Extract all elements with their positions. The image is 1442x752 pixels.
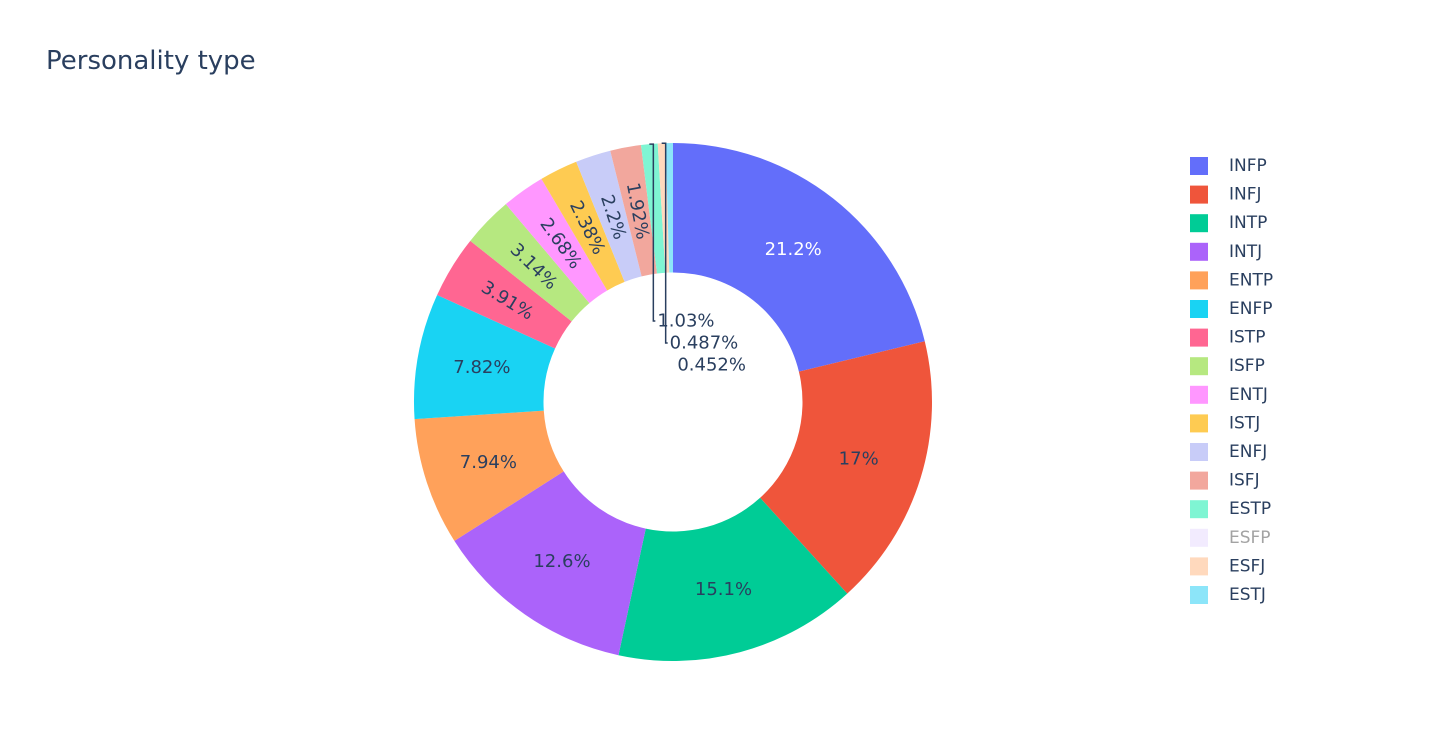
slice-istp[interactable] — [437, 240, 572, 349]
legend-label: INTJ — [1229, 242, 1262, 262]
donut-slices — [413, 143, 933, 661]
legend-swatch — [1190, 157, 1208, 175]
legend-label: ISTJ — [1229, 413, 1260, 433]
legend-item-estj[interactable]: ESTJ — [1190, 585, 1266, 605]
legend-item-isfj[interactable]: ISFJ — [1190, 471, 1260, 491]
slice-label-enfp: 7.82% — [453, 357, 510, 378]
legend-label: ISFP — [1229, 356, 1265, 376]
slice-enfp[interactable] — [413, 295, 556, 420]
legend-item-istp[interactable]: ISTP — [1190, 328, 1265, 348]
slice-intp[interactable] — [618, 497, 848, 661]
legend-item-enfp[interactable]: ENFP — [1190, 299, 1273, 319]
legend-swatch — [1190, 242, 1208, 261]
legend-swatch — [1190, 328, 1208, 347]
legend-swatch — [1190, 385, 1208, 404]
legend-swatch — [1190, 414, 1208, 433]
legend-item-esfp[interactable]: ESFP — [1190, 528, 1271, 548]
legend-item-intj[interactable]: INTJ — [1190, 242, 1262, 262]
legend-item-istj[interactable]: ISTJ — [1190, 413, 1260, 433]
legend-item-isfp[interactable]: ISFP — [1190, 356, 1265, 376]
slice-infp[interactable] — [673, 143, 925, 372]
legend-label: ESFP — [1229, 528, 1271, 548]
legend-swatch — [1190, 300, 1208, 318]
legend-label: ENTP — [1229, 270, 1273, 290]
legend-swatch — [1190, 214, 1208, 233]
chart-title: Personality type — [46, 46, 256, 76]
legend-item-infp[interactable]: INFP — [1190, 156, 1267, 176]
slice-entp[interactable] — [414, 410, 564, 541]
legend-item-intp[interactable]: INTP — [1190, 213, 1267, 233]
legend-label: INTP — [1229, 213, 1267, 233]
legend-label: ESTJ — [1229, 585, 1266, 605]
slice-label-intj: 12.6% — [533, 551, 590, 572]
slice-label-intp: 15.1% — [695, 579, 752, 600]
legend-label: ISFJ — [1229, 471, 1260, 491]
legend-swatch — [1190, 557, 1208, 576]
slice-label-entp: 7.94% — [460, 452, 517, 473]
slice-enfj[interactable] — [576, 150, 642, 282]
slice-label-infp: 21.2% — [765, 239, 822, 260]
legend-label: ESFJ — [1229, 556, 1265, 576]
slice-intj[interactable] — [454, 471, 646, 656]
legend-label: ISTP — [1229, 328, 1265, 348]
slice-isfp[interactable] — [470, 204, 590, 322]
legend-label: ENFJ — [1229, 442, 1267, 462]
legend-item-entj[interactable]: ENTJ — [1190, 385, 1268, 405]
slice-label-estp: 1.03% — [657, 311, 714, 332]
slice-label-esfj: 0.487% — [670, 333, 739, 354]
legend-swatch — [1190, 586, 1208, 604]
legend-swatch — [1190, 443, 1208, 461]
legend-item-esfj[interactable]: ESFJ — [1190, 556, 1265, 576]
legend-swatch — [1190, 357, 1208, 376]
legend-swatch — [1190, 271, 1208, 290]
legend-label: ENTJ — [1229, 385, 1268, 405]
legend-item-infj[interactable]: INFJ — [1190, 185, 1262, 205]
slice-label-infj: 17% — [839, 449, 879, 470]
legend-label: INFP — [1229, 156, 1267, 176]
slice-istj[interactable] — [541, 161, 625, 291]
slice-entj[interactable] — [505, 178, 608, 304]
legend-swatch — [1190, 185, 1208, 204]
legend[interactable]: INFP INFJ INTP INTJ ENTP ENFP ISTP ISFP ENTJ ISTJ… — [1190, 156, 1273, 605]
legend-swatch — [1190, 500, 1208, 519]
slice-estj[interactable] — [665, 143, 673, 273]
legend-label: INFJ — [1229, 185, 1262, 205]
legend-item-enfj[interactable]: ENFJ — [1190, 442, 1267, 462]
legend-item-entp[interactable]: ENTP — [1190, 270, 1273, 290]
legend-swatch — [1190, 471, 1208, 490]
label-leader-line — [649, 143, 656, 322]
legend-label: ESTP — [1229, 499, 1271, 519]
slice-label-estj: 0.452% — [677, 355, 746, 376]
slice-isfj[interactable] — [610, 144, 657, 277]
label-leader-line — [661, 142, 668, 344]
legend-item-estp[interactable]: ESTP — [1190, 499, 1271, 519]
slice-infj[interactable] — [760, 341, 933, 594]
legend-swatch — [1190, 528, 1208, 547]
legend-label: ENFP — [1229, 299, 1273, 319]
